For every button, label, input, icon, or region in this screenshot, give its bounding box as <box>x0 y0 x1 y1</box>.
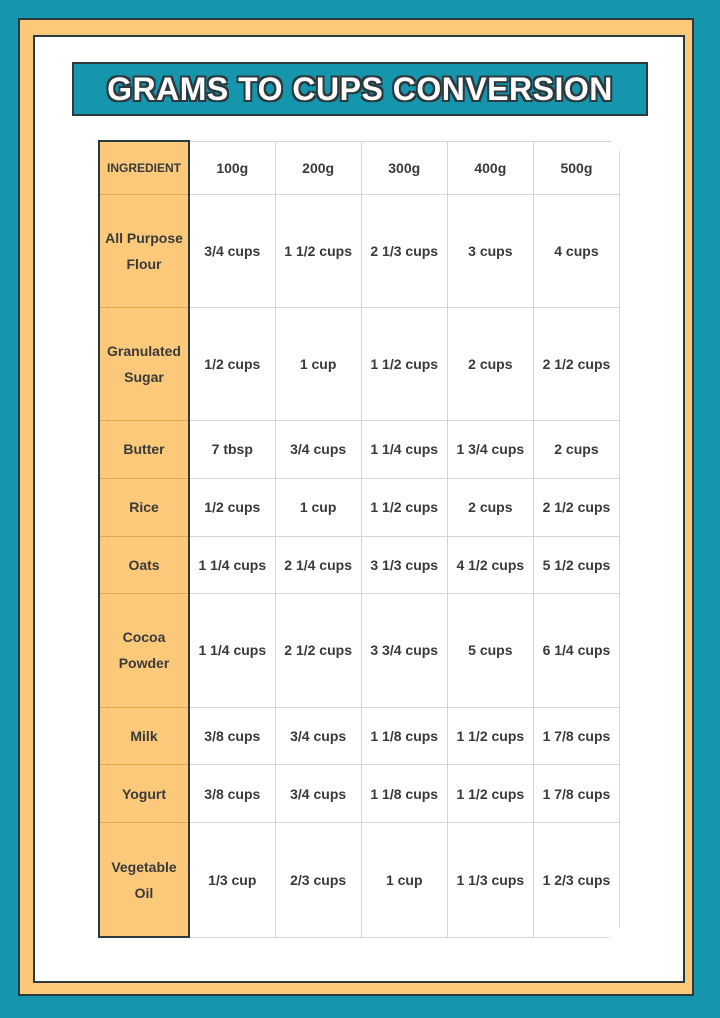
cell: 3 3/4 cups <box>360 593 448 708</box>
cell: 3/4 cups <box>274 706 362 766</box>
cell: 2 1/2 cups <box>532 477 620 537</box>
cell: 2 cups <box>446 477 534 537</box>
ingredient-name: Milk <box>98 706 190 766</box>
title: GRAMS TO CUPS CONVERSION <box>72 62 648 116</box>
conversion-table: INGREDIENT 100g 200g 300g 400g 500g All Purpos… <box>98 140 620 938</box>
cell: 1 1/4 cups <box>188 535 276 595</box>
table-row: Oats 1 1/4 cups 2 1/4 cups 3 1/3 cups 4 1/2 … <box>98 535 620 595</box>
cell: 1 1/2 cups <box>446 706 534 766</box>
cell: 1/2 cups <box>188 477 276 537</box>
ingredient-name: All Purpose Flour <box>98 193 190 308</box>
cell: 1 1/4 cups <box>360 420 448 479</box>
table-row: Butter 7 tbsp 3/4 cups 1 1/4 cups 1 3/4 cups… <box>98 420 620 479</box>
cell: 5 1/2 cups <box>532 535 620 595</box>
cell: 3 cups <box>446 193 534 308</box>
table-row: Vegetable Oil 1/3 cup 2/3 cups 1 cup 1 1/3 c… <box>98 822 620 938</box>
cell: 1 7/8 cups <box>532 764 620 824</box>
cell: 2 1/4 cups <box>274 535 362 595</box>
column-header: 500g <box>532 140 620 195</box>
cell: 3/4 cups <box>188 193 276 308</box>
table-row: Granulated Sugar 1/2 cups 1 cup 1 1/2 cups 2… <box>98 306 620 422</box>
column-header: 400g <box>446 140 534 195</box>
table-row: Milk 3/8 cups 3/4 cups 1 1/8 cups 1 1/2 cups… <box>98 706 620 766</box>
cell: 2 1/2 cups <box>532 306 620 422</box>
cell: 3/8 cups <box>188 706 276 766</box>
cell: 4 1/2 cups <box>446 535 534 595</box>
cell: 1 1/8 cups <box>360 706 448 766</box>
cell: 1 1/2 cups <box>274 193 362 308</box>
cell: 1 1/8 cups <box>360 764 448 824</box>
cell: 7 tbsp <box>188 420 276 479</box>
cell: 1 7/8 cups <box>532 706 620 766</box>
cell: 1/2 cups <box>188 306 276 422</box>
cell: 1 cup <box>360 822 448 938</box>
table-row: Rice 1/2 cups 1 cup 1 1/2 cups 2 cups 2 1/2 c… <box>98 477 620 537</box>
cell: 1/3 cup <box>188 822 276 938</box>
ingredient-name: Cocoa Powder <box>98 593 190 708</box>
ingredient-name: Granulated Sugar <box>98 306 190 422</box>
cell: 3 1/3 cups <box>360 535 448 595</box>
ingredient-name: Butter <box>98 420 190 479</box>
column-header: 300g <box>360 140 448 195</box>
cell: 2 1/2 cups <box>274 593 362 708</box>
cell: 1 1/2 cups <box>360 306 448 422</box>
ingredient-header: INGREDIENT <box>98 140 190 195</box>
column-header: 200g <box>274 140 362 195</box>
cell: 2/3 cups <box>274 822 362 938</box>
ingredient-name: Oats <box>98 535 190 595</box>
cell: 1 cup <box>274 306 362 422</box>
cell: 3/4 cups <box>274 420 362 479</box>
cell: 1 3/4 cups <box>446 420 534 479</box>
cell: 1 1/3 cups <box>446 822 534 938</box>
cell: 6 1/4 cups <box>532 593 620 708</box>
header-row: INGREDIENT 100g 200g 300g 400g 500g <box>98 140 620 195</box>
ingredient-name: Yogurt <box>98 764 190 824</box>
table-row: All Purpose Flour 3/4 cups 1 1/2 cups 2 1/3… <box>98 193 620 308</box>
cell: 5 cups <box>446 593 534 708</box>
cell: 4 cups <box>532 193 620 308</box>
column-header: 100g <box>188 140 276 195</box>
cell: 1 1/2 cups <box>360 477 448 537</box>
cell: 2 cups <box>446 306 534 422</box>
cell: 3/4 cups <box>274 764 362 824</box>
cell: 3/8 cups <box>188 764 276 824</box>
cell: 2 1/3 cups <box>360 193 448 308</box>
table-row: Cocoa Powder 1 1/4 cups 2 1/2 cups 3 3/4 cu… <box>98 593 620 708</box>
table-row: Yogurt 3/8 cups 3/4 cups 1 1/8 cups 1 1/2 cu… <box>98 764 620 824</box>
cell: 1 cup <box>274 477 362 537</box>
cell: 1 2/3 cups <box>532 822 620 938</box>
cell: 1 1/2 cups <box>446 764 534 824</box>
ingredient-name: Vegetable Oil <box>98 822 190 938</box>
ingredient-name: Rice <box>98 477 190 537</box>
cell: 2 cups <box>532 420 620 479</box>
cell: 1 1/4 cups <box>188 593 276 708</box>
